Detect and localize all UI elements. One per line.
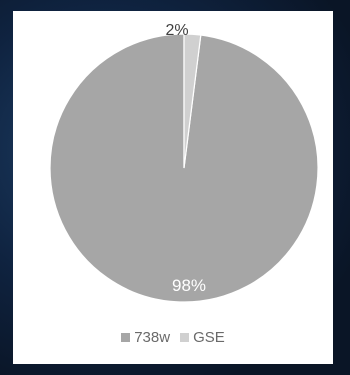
legend-swatch-gse xyxy=(180,333,190,342)
data-label-gse: 2% xyxy=(165,22,188,39)
legend: 738w GSE xyxy=(13,329,333,346)
legend-item-gse: GSE xyxy=(180,329,225,346)
legend-label-738w: 738w xyxy=(134,329,171,346)
chart-panel: 98% 2% 738w GSE xyxy=(13,11,333,364)
legend-label-gse: GSE xyxy=(193,329,225,346)
pie-chart: 98% 2% xyxy=(49,22,319,303)
data-label-738w: 98% xyxy=(172,276,206,295)
pie-slice-gse xyxy=(183,33,202,169)
legend-item-738w: 738w xyxy=(121,329,170,346)
legend-swatch-738w xyxy=(121,333,131,342)
